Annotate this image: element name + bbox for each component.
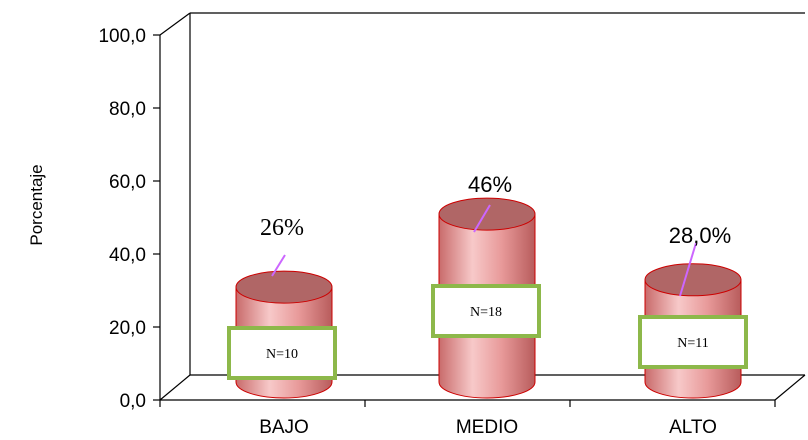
count-box bbox=[431, 284, 541, 338]
y-tick-label: 80,0 bbox=[109, 99, 146, 120]
category-labels: BAJO MEDIO ALTO bbox=[259, 417, 717, 438]
data-label-group: 46% bbox=[468, 172, 512, 233]
leader-line bbox=[473, 204, 491, 233]
data-label-group: 26% bbox=[260, 215, 304, 277]
data-label: 26% bbox=[260, 215, 304, 241]
cylinder-top bbox=[644, 263, 742, 297]
floor-depth-right bbox=[774, 374, 806, 401]
category-label: BAJO bbox=[259, 417, 309, 438]
category-label: MEDIO bbox=[456, 417, 518, 438]
floor-depth-left bbox=[159, 374, 191, 401]
category-label: ALTO bbox=[669, 417, 717, 438]
bars: N=10 N=18 N=11 bbox=[227, 197, 748, 399]
cylinder-top bbox=[438, 197, 536, 231]
bar-bajo: N=10 bbox=[227, 270, 337, 399]
data-label: 46% bbox=[468, 172, 512, 197]
bar-alto: N=11 bbox=[638, 263, 748, 399]
y-tick-label: 100,0 bbox=[98, 26, 146, 47]
x-axis-ticks bbox=[159, 400, 776, 407]
y-axis-label: Porcentaje bbox=[27, 164, 46, 245]
count-label: N=18 bbox=[470, 305, 502, 320]
y-tick-label: 60,0 bbox=[109, 172, 146, 193]
count-label: N=10 bbox=[266, 347, 298, 362]
count-box bbox=[227, 326, 337, 380]
data-label: 28,0% bbox=[669, 223, 731, 248]
frame-top-depth bbox=[159, 12, 191, 36]
count-label: N=11 bbox=[677, 336, 709, 351]
y-tick-label: 40,0 bbox=[109, 245, 146, 266]
y-axis-ticks: 0,0 20,0 40,0 60,0 80,0 100,0 bbox=[98, 26, 160, 412]
leader-line bbox=[679, 242, 697, 297]
data-label-group: 28,0% bbox=[669, 223, 731, 297]
bar-medio: N=18 bbox=[431, 197, 541, 399]
y-tick-label: 20,0 bbox=[109, 318, 146, 339]
y-tick-label: 0,0 bbox=[120, 391, 146, 412]
data-labels: 26% 46% 28,0% bbox=[260, 172, 731, 297]
cylinder-top bbox=[235, 270, 333, 304]
count-box bbox=[638, 315, 748, 369]
leader-line bbox=[271, 254, 286, 277]
